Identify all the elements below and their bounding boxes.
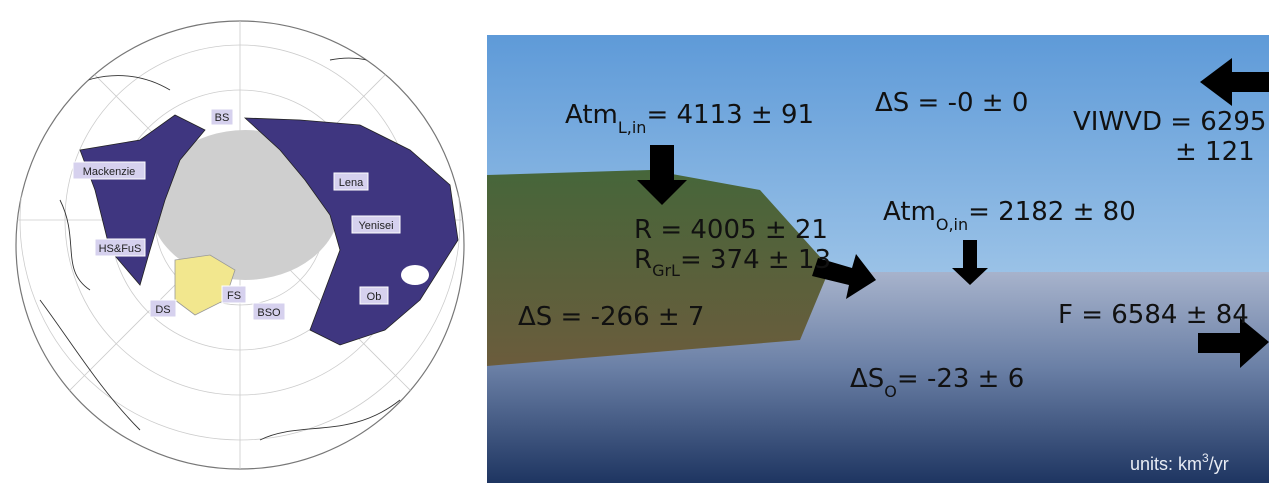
figure: BS Mackenzie Lena Yenisei HS&FuS DS FS B… bbox=[0, 0, 1269, 483]
map-label: Yenisei bbox=[358, 220, 393, 232]
map-label: Lena bbox=[339, 177, 364, 189]
text-part: ΔS bbox=[850, 364, 884, 394]
text-part: = -0 ± 0 bbox=[909, 88, 1028, 118]
flux-label: F = 6584 ± 84 bbox=[1058, 300, 1249, 330]
flux-label: VIWVD = 6295 bbox=[1073, 107, 1266, 137]
text-part: ΔS bbox=[518, 302, 552, 332]
map-label: DS bbox=[155, 304, 170, 316]
map: BS Mackenzie Lena Yenisei HS&FuS DS FS B… bbox=[0, 0, 480, 483]
storage-label: ΔS = -266 ± 7 bbox=[518, 302, 704, 332]
text-part: = 4113 ± 91 bbox=[646, 100, 814, 130]
text-part: GrL bbox=[652, 261, 680, 280]
flux-label: ± 121 bbox=[1175, 137, 1255, 167]
map-label: HS&FuS bbox=[99, 243, 142, 255]
flux-label: R = 4005 ± 21 bbox=[634, 215, 828, 245]
text-part: = 374 ± 13 bbox=[680, 245, 831, 275]
text-part: units: km bbox=[1130, 454, 1202, 474]
schematic: AtmL,in= 4113 ± 91 ΔS = -0 ± 0 VIWVD = 6… bbox=[487, 35, 1269, 483]
text-part: /yr bbox=[1209, 454, 1229, 474]
text-part: Atm bbox=[883, 197, 936, 227]
map-label: Mackenzie bbox=[83, 166, 136, 178]
text-part: = 2182 ± 80 bbox=[968, 197, 1136, 227]
text-part: L,in bbox=[618, 118, 647, 137]
map-label: FS bbox=[227, 290, 241, 302]
text-part: = -266 ± 7 bbox=[552, 302, 704, 332]
units-label: units: km3/yr bbox=[1130, 451, 1229, 474]
storage-label: ΔS = -0 ± 0 bbox=[875, 88, 1028, 118]
text-part: O,in bbox=[936, 215, 968, 234]
map-label: BSO bbox=[257, 307, 281, 319]
text-part: ΔS bbox=[875, 88, 909, 118]
text-part: R bbox=[634, 245, 652, 275]
map-label: Ob bbox=[367, 291, 382, 303]
text-part: = -23 ± 6 bbox=[897, 364, 1024, 394]
map-label: BS bbox=[215, 112, 230, 124]
text-part: O bbox=[884, 382, 897, 401]
text-part: Atm bbox=[565, 100, 618, 130]
